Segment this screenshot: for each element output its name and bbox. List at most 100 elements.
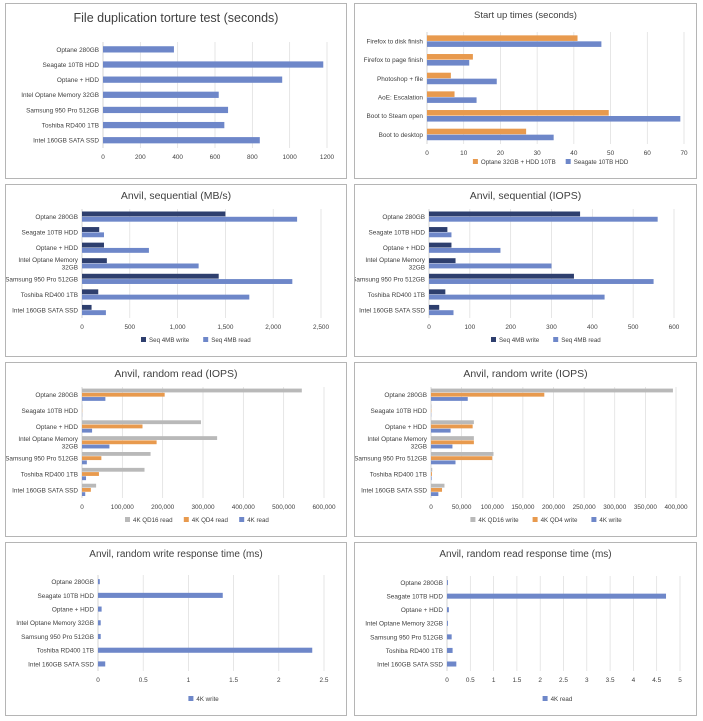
bar-optane-280gb-4k-write: [98, 579, 100, 585]
legend-label-seq-4mb-write: Seq 4MB write: [499, 337, 540, 344]
category-label: Intel Optane Memory 32GB: [18, 257, 78, 272]
x-tick-label: 150,000: [511, 504, 535, 511]
chart-random-read-response: Anvil, random read response time (ms) 0 0.…: [365, 549, 682, 703]
legend-swatch-4k-qd4-read: [183, 517, 189, 522]
legend-swatch-seq-4mb-write: [491, 337, 496, 342]
bar-intel-optane-memory-32gb: [103, 91, 219, 98]
bar-optane-280gb-4k-qd16-read: [82, 388, 302, 393]
bar-intel-optane-memory-32gb-seq-4mb-write: [429, 258, 456, 264]
x-tick-label: 10: [460, 150, 468, 157]
legend-label-seq-4mb-read: Seq 4MB read: [211, 337, 251, 344]
category-label: Firefox to page finish: [364, 57, 424, 64]
bar-optane-280gb-seq-4mb-write: [82, 211, 226, 217]
category-label: Intel Optane Memory 32GB: [21, 92, 99, 99]
chart-panel-random-write-response: Anvil, random write response time (ms) 0 0…: [5, 542, 347, 716]
legend-swatch-4k-write: [188, 696, 194, 701]
chart-panel-anvil-random-read-iops: Anvil, random read (IOPS) 0 100,000 200,000…: [5, 362, 347, 537]
category-label: Intel 160GB SATA SSD: [12, 487, 78, 494]
legend-swatch-4k-read: [542, 696, 548, 701]
chart-anvil-sequential-mbs: Anvil, sequential (MB/s) 0 500 1,000 1,500 2,…: [6, 190, 329, 344]
category-label: Intel Optane Memory 32GB: [365, 257, 425, 272]
bar-toshiba-rd400-1tb-seq-4mb-write: [429, 289, 446, 295]
x-tick-label: 0.5: [466, 677, 475, 684]
chart-title: Anvil, random read response time (ms): [439, 549, 611, 560]
x-tick-label: 0: [80, 504, 84, 511]
chart-anvil-sequential-iops: Anvil, sequential (IOPS) 0 100 200 300 400 500…: [355, 190, 680, 344]
bar-boot-to-desktop-seagate-10tb-hdd: [427, 134, 554, 141]
bar-optane-280gb: [103, 46, 174, 53]
bar-seagate-10tb-hdd: [103, 61, 324, 68]
x-tick-label: 1,500: [217, 324, 233, 331]
x-tick-label: 200: [135, 154, 146, 161]
x-tick-label: 1200: [320, 154, 335, 161]
x-tick-label: 0: [80, 324, 84, 331]
chart-title: Start up times (seconds): [474, 10, 577, 21]
bar-toshiba-rd400-1tb-4k-qd4-write: [431, 472, 432, 476]
bar-optane-280gb-4k-qd4-write: [431, 392, 545, 397]
category-label: Optane + HDD: [385, 424, 427, 431]
category-label: Optane + HDD: [57, 77, 99, 84]
x-tick-label: 800: [247, 154, 258, 161]
x-tick-label: 400,000: [664, 504, 688, 511]
x-tick-label: 20: [497, 150, 505, 157]
legend-label-4k-qd16-read: 4K QD16 read: [133, 517, 173, 524]
chart-panel-anvil-sequential-mbs: Anvil, sequential (MB/s) 0 500 1,000 1,500 2,…: [5, 184, 347, 357]
bar-intel-optane-memory-32gb-4k-write: [98, 620, 101, 626]
x-tick-label: 1.5: [512, 677, 521, 684]
chart-startup-times: Start up times (seconds) 0 10 20 30 40 50 60 70 F…: [364, 10, 688, 166]
category-label: Intel Optane Memory 32GB: [16, 620, 94, 627]
category-label: Optane + HDD: [383, 245, 425, 252]
legend-label-4k-qd4-read: 4K QD4 read: [192, 517, 229, 524]
legend-swatch-optane-32gb-hdd-10tb: [472, 159, 478, 164]
bar-intel-optane-memory-32gb-4k-qd16-write: [431, 436, 474, 440]
bar-optane-hdd-4k-read: [82, 428, 93, 433]
bar-seagate-10tb-hdd-seq-4mb-write: [429, 227, 448, 232]
chart-title: Anvil, random read (IOPS): [114, 368, 237, 380]
x-tick-label: 1000: [283, 154, 298, 161]
bar-intel-optane-memory-32gb-seq-4mb-read: [82, 263, 199, 269]
x-tick-label: 2,000: [265, 324, 281, 331]
category-label: Optane + HDD: [36, 245, 78, 252]
bar-intel-optane-memory-32gb-4k-qd4-write: [431, 440, 474, 445]
bar-optane-280gb-4k-qd16-write: [431, 388, 673, 393]
legend-label-4k-write: 4K write: [196, 696, 219, 703]
x-tick-label: 40: [570, 150, 578, 157]
chart-anvil-random-write-iops: Anvil, random write (IOPS) 0 50,000 100,000…: [355, 368, 688, 524]
x-tick-label: 50: [607, 150, 615, 157]
legend-label-4k-qd4-write: 4K QD4 write: [541, 517, 578, 524]
bar-optane-hdd-seq-4mb-read: [82, 247, 149, 253]
bar-aoe-escalation-optane-32gb-hdd-10tb: [427, 91, 455, 97]
category-label: Firefox to disk finish: [367, 39, 424, 46]
chart-panel-random-read-response: Anvil, random read response time (ms) 0 0.…: [354, 542, 697, 716]
bar-optane-hdd-seq-4mb-read: [429, 247, 501, 253]
bar-firefox-to-page-finish-optane-32gb-hdd-10tb: [427, 54, 473, 60]
chart-title: Anvil, random write (IOPS): [463, 368, 587, 380]
x-tick-label: 4: [632, 677, 636, 684]
bar-toshiba-rd400-1tb-seq-4mb-read: [429, 294, 605, 300]
category-label: Toshiba RD400 1TB: [21, 471, 78, 478]
category-label: Intel 160GB SATA SSD: [28, 661, 94, 668]
category-label: Optane + HDD: [401, 607, 443, 614]
x-tick-label: 3.5: [606, 677, 615, 684]
x-tick-label: 1: [187, 677, 191, 684]
bar-intel-160gb-sata-ssd-seq-4mb-read: [429, 310, 454, 316]
bar-seagate-10tb-hdd-seq-4mb-write: [82, 227, 100, 232]
bar-optane-hdd-4k-read: [447, 607, 449, 613]
legend-swatch-seq-4mb-read: [553, 337, 559, 342]
x-tick-label: 1.5: [229, 677, 238, 684]
category-label: Samsung 950 Pro 512GB: [26, 107, 99, 114]
bar-firefox-to-disk-finish-optane-32gb-hdd-10tb: [427, 35, 578, 41]
chart-panel-startup-times: Start up times (seconds) 0 10 20 30 40 50 60 70 F…: [354, 3, 697, 179]
bar-toshiba-rd400-1tb-4k-qd4-read: [82, 472, 99, 476]
x-tick-label: 2: [538, 677, 542, 684]
bar-samsung-950-pro-512gb: [103, 106, 229, 114]
x-tick-label: 1: [492, 677, 496, 684]
x-tick-label: 4.5: [652, 677, 661, 684]
bar-firefox-to-disk-finish-seagate-10tb-hdd: [427, 41, 602, 47]
legend-label-4k-read: 4K read: [247, 517, 269, 524]
bar-intel-160gb-sata-ssd-seq-4mb-read: [82, 310, 106, 316]
x-tick-label: 200,000: [542, 504, 566, 511]
bar-toshiba-rd400-1tb-4k-write: [98, 647, 313, 653]
category-label: Seagate 10TB HDD: [38, 593, 95, 600]
category-label: Optane 280GB: [384, 392, 427, 399]
